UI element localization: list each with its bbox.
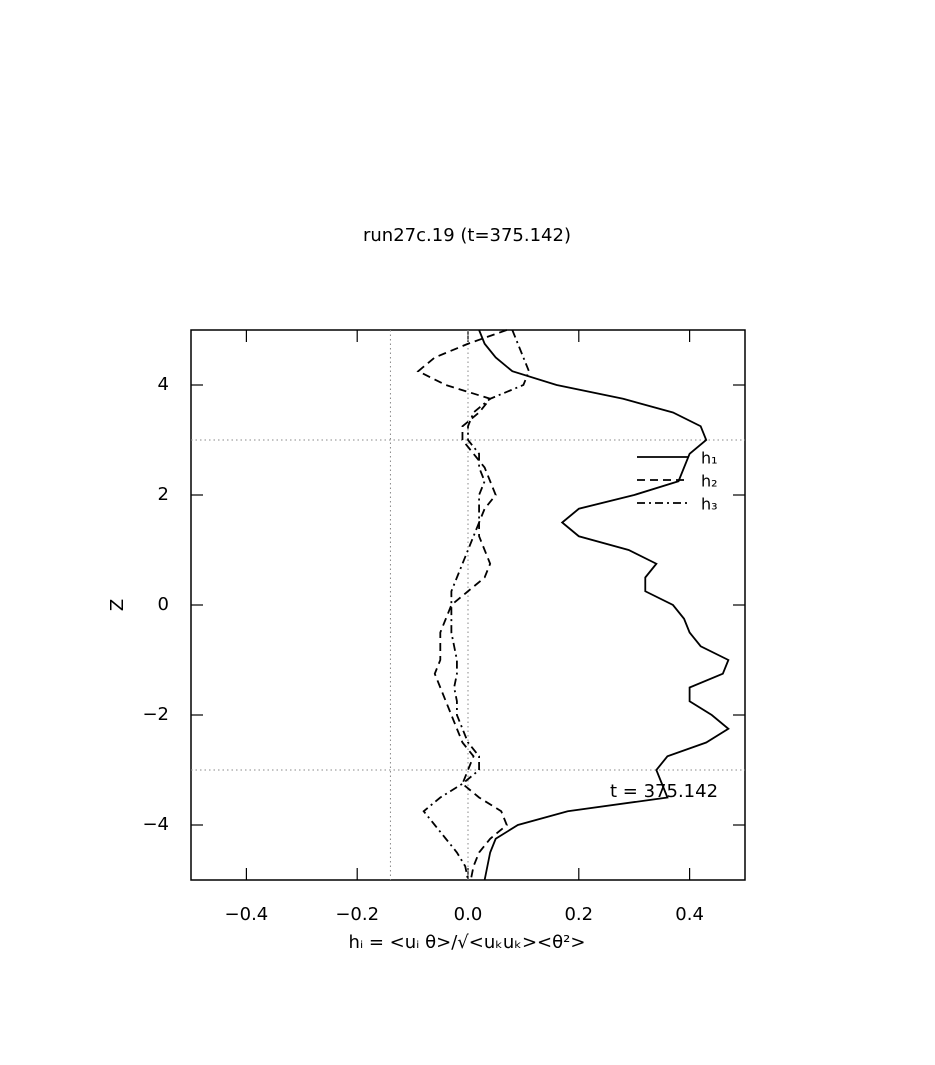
x-tick-label: 0.0 [454, 904, 483, 925]
legend-label: h₁ [701, 449, 718, 468]
legend-label: h₂ [701, 472, 718, 491]
series-line [416, 329, 508, 881]
chart-title: run27c.19 (t=375.142) [363, 225, 571, 246]
y-tick-label: 4 [158, 374, 169, 395]
y-tick-label: −2 [142, 704, 169, 725]
y-tick-label: 0 [158, 594, 169, 615]
y-tick-label: 2 [158, 484, 169, 505]
legend-label: h₃ [701, 495, 718, 514]
annotation: t = 375.142 [610, 781, 718, 802]
y-axis-label: Z [107, 599, 128, 611]
series-line [422, 329, 530, 881]
y-tick-label: −4 [142, 814, 169, 835]
series-line [478, 329, 730, 881]
x-tick-label: 0.2 [564, 904, 593, 925]
x-tick-label: 0.4 [675, 904, 704, 925]
x-tick-label: −0.2 [335, 904, 379, 925]
x-tick-label: −0.4 [225, 904, 269, 925]
x-axis-label: hᵢ = <uᵢ θ>/√<uₖuₖ><θ²> [349, 932, 586, 953]
